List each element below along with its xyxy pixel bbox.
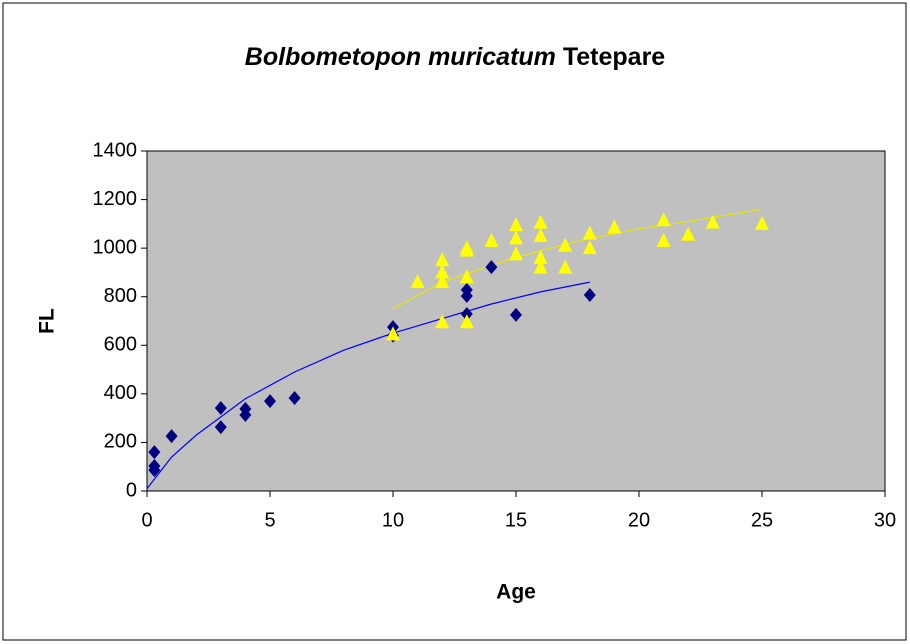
diamond-point: [583, 288, 596, 303]
triangle-point: [656, 212, 671, 227]
triangle-point: [484, 232, 499, 247]
y-tick-label: 0: [126, 479, 137, 501]
x-tick-label: 30: [874, 509, 896, 531]
diamond-point: [239, 407, 252, 422]
triangle-point: [435, 314, 450, 329]
diamond-point: [148, 445, 161, 460]
x-tick-label: 0: [141, 509, 152, 531]
triangle-point: [656, 232, 671, 247]
triangle-point: [386, 326, 400, 341]
diamond-point: [165, 429, 178, 444]
triangle-point: [533, 214, 548, 229]
diamond-point: [510, 307, 522, 322]
diamond-point: [485, 260, 498, 275]
triangle-point: [558, 259, 573, 274]
triangle-point: [435, 264, 450, 279]
triangle-point: [509, 230, 523, 245]
y-tick-label: 200: [104, 431, 137, 453]
y-tick-label: 1400: [93, 139, 138, 161]
triangle-point: [509, 217, 523, 232]
triangle-point: [558, 237, 573, 252]
diamond-point: [214, 400, 227, 415]
diamond-point: [214, 420, 227, 435]
triangle-point: [459, 269, 474, 284]
triangle-point: [509, 246, 523, 261]
y-tick-label: 800: [104, 285, 137, 307]
diamond-point: [148, 458, 161, 473]
triangle-point: [533, 259, 548, 274]
triangle-point: [533, 249, 548, 264]
trendline: [146, 281, 590, 489]
diamond-point: [460, 288, 473, 303]
triangle-point: [459, 242, 474, 257]
triangle-point: [755, 215, 769, 230]
triangle-point: [705, 214, 720, 229]
y-tick-label: 400: [104, 382, 137, 404]
x-tick-label: 10: [382, 509, 404, 531]
title-species: Bolbometopon muricatum: [245, 43, 556, 71]
triangle-point: [607, 219, 622, 234]
x-tick-label: 25: [751, 509, 773, 531]
y-tick-label: 600: [104, 334, 137, 356]
triangle-point: [533, 228, 548, 242]
diamond-point: [288, 390, 301, 405]
triangle-point: [435, 252, 450, 267]
triangle-point: [459, 314, 474, 329]
x-tick-label: 20: [628, 509, 650, 531]
chart-title: Bolbometopon muricatum Tetepare: [245, 43, 666, 71]
x-tick-label: 15: [505, 509, 527, 531]
diamond-point: [460, 306, 473, 321]
diamond-point: [264, 394, 276, 409]
x-tick-label: 5: [264, 509, 275, 531]
triangle-point: [410, 274, 425, 289]
y-tick-label: 1000: [93, 236, 138, 258]
triangle-point: [681, 226, 696, 241]
title-location: Tetepare: [563, 43, 665, 71]
triangle-point: [582, 225, 597, 240]
triangle-point: [435, 274, 450, 289]
triangle-point: [582, 240, 597, 255]
y-tick-label: 1200: [93, 188, 138, 210]
x-axis-label: Age: [496, 581, 536, 604]
y-axis-label: FL: [36, 308, 59, 334]
